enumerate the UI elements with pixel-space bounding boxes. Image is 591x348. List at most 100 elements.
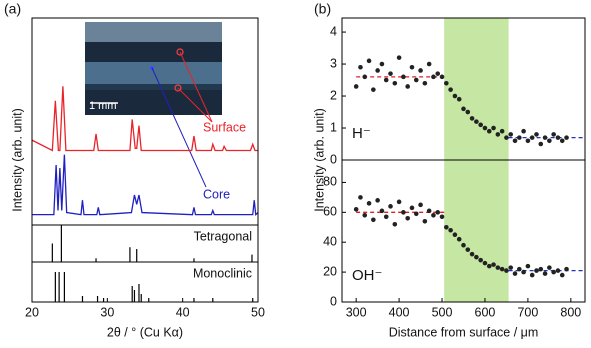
data-point	[521, 128, 526, 134]
data-point	[366, 201, 372, 206]
photo-band	[85, 22, 222, 42]
x-tick-label: 50	[251, 305, 265, 319]
data-point	[525, 138, 531, 144]
data-point	[482, 260, 488, 266]
data-point	[461, 106, 466, 112]
data-point	[512, 271, 518, 276]
data-point	[422, 218, 428, 224]
data-point	[469, 251, 475, 257]
x-tick-label: 500	[432, 305, 453, 319]
highlight-band	[444, 160, 509, 302]
xrd-line	[31, 86, 258, 152]
data-point	[534, 268, 539, 273]
data-point	[529, 135, 535, 140]
x-axis-label: Distance from surface / μm	[389, 325, 539, 339]
data-point	[379, 61, 385, 67]
data-point	[418, 202, 423, 208]
data-point	[444, 80, 449, 86]
inset-photo: 1 mm	[85, 22, 222, 115]
y-tick-label: 4	[330, 24, 337, 38]
data-point	[383, 214, 389, 220]
data-point	[542, 135, 548, 140]
data-point	[529, 272, 535, 278]
data-point	[525, 263, 531, 269]
data-point	[401, 74, 406, 80]
data-point	[555, 268, 561, 273]
x-tick-label: 300	[346, 305, 367, 319]
data-point	[547, 265, 552, 270]
x-tick-label: 40	[176, 305, 190, 319]
data-point	[353, 207, 359, 212]
data-point	[396, 55, 402, 60]
data-point	[542, 271, 548, 276]
data-point	[538, 141, 544, 147]
data-point	[564, 135, 569, 140]
data-point	[452, 93, 458, 99]
data-point	[418, 68, 423, 73]
y-tick-label: 60	[323, 205, 337, 219]
y-tick-label: 40	[323, 235, 337, 249]
data-point	[371, 87, 376, 92]
data-point	[482, 125, 488, 131]
data-point	[448, 87, 453, 92]
y-tick-label: 80	[323, 175, 337, 189]
surface-spot	[174, 84, 182, 92]
data-point	[375, 198, 380, 203]
data-point	[478, 122, 483, 128]
y-axis-label: Intensity (arb. unit)	[10, 108, 24, 212]
highlight-band	[444, 18, 509, 160]
data-point	[375, 68, 380, 73]
data-point	[358, 195, 363, 200]
data-point	[353, 84, 359, 89]
data-point	[392, 221, 398, 227]
species-label: OH⁻	[352, 267, 382, 284]
data-point	[444, 224, 449, 230]
series-annotation: Surface	[203, 120, 246, 134]
data-point	[439, 214, 445, 220]
panel-label: (a)	[4, 1, 21, 17]
data-point	[486, 128, 492, 134]
data-point	[366, 58, 372, 64]
data-point	[465, 109, 471, 115]
data-point	[379, 208, 385, 214]
data-point	[456, 236, 462, 242]
photo-band	[85, 62, 222, 84]
data-point	[426, 61, 432, 67]
core-pointer	[151, 67, 207, 188]
data-point	[396, 199, 402, 205]
data-point	[474, 254, 479, 260]
x-axis-label: 2θ / ° (Cu Kα)	[107, 325, 183, 339]
data-point	[409, 205, 415, 211]
data-point	[392, 80, 398, 86]
data-point	[456, 96, 462, 102]
data-point	[362, 213, 368, 218]
xrd-line	[32, 154, 259, 217]
data-point	[517, 135, 522, 140]
data-point	[465, 247, 471, 252]
data-point	[499, 128, 505, 134]
surface-pointer	[177, 87, 213, 123]
photo-band	[85, 84, 222, 90]
data-point	[461, 242, 466, 248]
series-annotation: Core	[203, 187, 230, 201]
x-tick-label: 400	[389, 305, 410, 319]
data-point	[504, 268, 509, 273]
y-tick-label: 20	[323, 264, 337, 278]
data-point	[508, 265, 514, 270]
y-tick-label: 3	[330, 56, 337, 70]
data-point	[422, 80, 428, 86]
data-point	[431, 74, 436, 80]
data-point	[555, 135, 561, 140]
data-point	[388, 71, 393, 76]
y-axis-label: Intensity (arb. unit)	[312, 108, 326, 212]
data-point	[401, 210, 406, 215]
data-point	[499, 266, 505, 272]
data-point	[495, 265, 501, 270]
axes-frame	[31, 261, 259, 303]
data-point	[521, 269, 526, 275]
data-point	[512, 138, 518, 144]
data-point	[559, 272, 565, 278]
surface-spot	[176, 48, 184, 56]
data-point	[491, 125, 496, 131]
